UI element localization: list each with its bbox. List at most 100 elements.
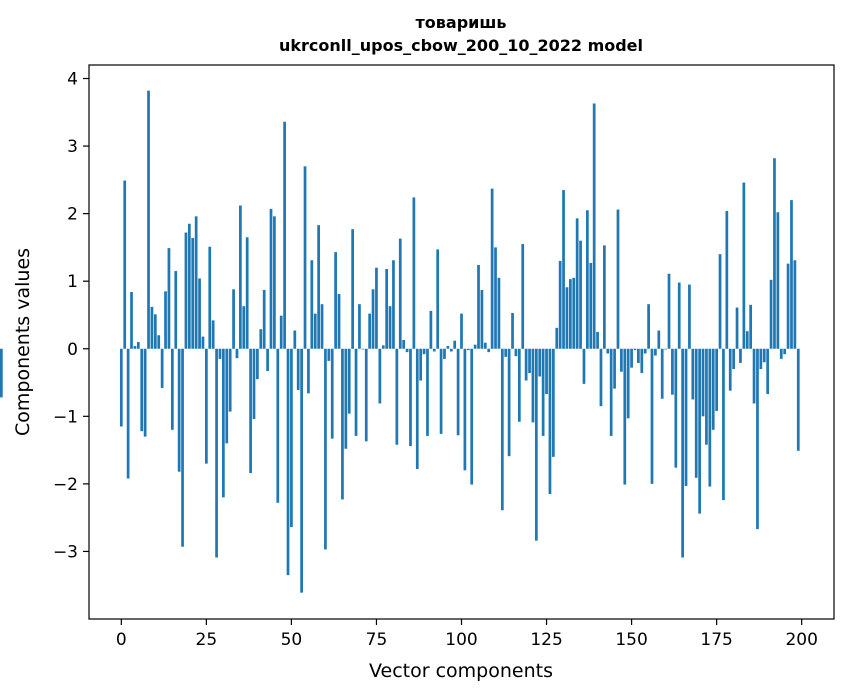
bar: [538, 348, 542, 377]
bar: [449, 348, 453, 352]
bar: [300, 348, 303, 593]
bar: [164, 291, 167, 349]
bar: [157, 335, 161, 349]
bar: [283, 121, 286, 349]
bar: [429, 310, 433, 349]
bar: [375, 267, 378, 349]
x-tick-label: 175: [700, 630, 732, 650]
bar: [541, 348, 545, 436]
bar: [218, 348, 222, 359]
bar: [694, 348, 698, 478]
bar: [643, 348, 647, 354]
bar: [562, 189, 565, 349]
bars-group: [0, 90, 800, 593]
bar: [395, 348, 399, 445]
bar: [565, 287, 569, 349]
bar: [181, 348, 184, 547]
bar: [599, 348, 603, 407]
bar: [531, 348, 535, 423]
bar: [688, 284, 691, 349]
bar: [392, 260, 395, 349]
x-tick-label: 25: [196, 630, 218, 650]
bar: [160, 348, 164, 388]
bar: [589, 262, 593, 349]
y-tick-label: −2: [53, 475, 78, 495]
bar: [756, 348, 759, 530]
bar: [790, 200, 793, 349]
bar: [460, 313, 463, 349]
bar: [296, 348, 300, 390]
bar: [796, 348, 800, 451]
bar: [793, 260, 797, 349]
bar: [290, 348, 293, 528]
bar: [698, 348, 701, 514]
bar: [725, 210, 729, 349]
bar: [119, 348, 123, 427]
bar: [126, 348, 130, 479]
bar: [494, 247, 497, 349]
y-axis-label: Components values: [12, 248, 34, 436]
bar: [409, 348, 412, 447]
bar: [232, 289, 235, 349]
bar: [153, 314, 157, 349]
bar: [660, 348, 664, 399]
x-axis-label: Vector components: [369, 660, 553, 682]
bar: [742, 182, 746, 349]
bar: [262, 289, 266, 349]
bar: [572, 277, 576, 349]
bar: [388, 306, 392, 349]
bar: [783, 348, 787, 355]
bar: [344, 348, 348, 449]
chart-title-line-2: ukrconll_upos_cbow_200_10_2022 model: [279, 36, 643, 55]
bar: [245, 237, 249, 349]
bar: [194, 216, 198, 349]
bar: [779, 348, 783, 359]
bar: [667, 273, 671, 349]
bar: [511, 312, 514, 349]
bar: [623, 348, 627, 485]
bar: [136, 342, 140, 349]
bar: [381, 345, 385, 349]
bar: [664, 348, 667, 350]
bar: [276, 348, 280, 503]
bar: [545, 348, 548, 395]
bar: [776, 212, 780, 349]
bar: [603, 245, 606, 349]
bar: [456, 348, 460, 436]
bar: [786, 263, 790, 349]
bar: [307, 348, 310, 394]
bar: [317, 225, 320, 349]
bar: [361, 348, 365, 350]
bar: [419, 348, 423, 381]
bar: [184, 232, 188, 349]
bar: [521, 244, 525, 349]
bar: [235, 348, 239, 359]
bar: [439, 348, 443, 434]
bar: [368, 313, 372, 349]
bar: [256, 348, 259, 380]
y-tick-label: −3: [53, 542, 78, 562]
bar: [480, 289, 484, 349]
bar: [133, 346, 137, 349]
bar: [477, 264, 480, 349]
bar: [293, 330, 297, 349]
bar: [705, 348, 708, 445]
bar: [170, 348, 174, 430]
y-tick-label: 2: [67, 205, 78, 225]
bar: [715, 348, 718, 411]
bar: [436, 249, 440, 349]
bar: [347, 348, 351, 414]
bar: [504, 348, 508, 357]
bar: [647, 304, 650, 349]
bar: [732, 348, 736, 370]
bar: [412, 197, 416, 349]
bar: [497, 277, 501, 349]
bar: [453, 340, 457, 349]
bar: [677, 282, 681, 349]
bar: [514, 348, 518, 357]
bar: [569, 279, 572, 349]
bar: [364, 348, 368, 442]
bar: [613, 348, 616, 389]
bar: [592, 103, 596, 349]
